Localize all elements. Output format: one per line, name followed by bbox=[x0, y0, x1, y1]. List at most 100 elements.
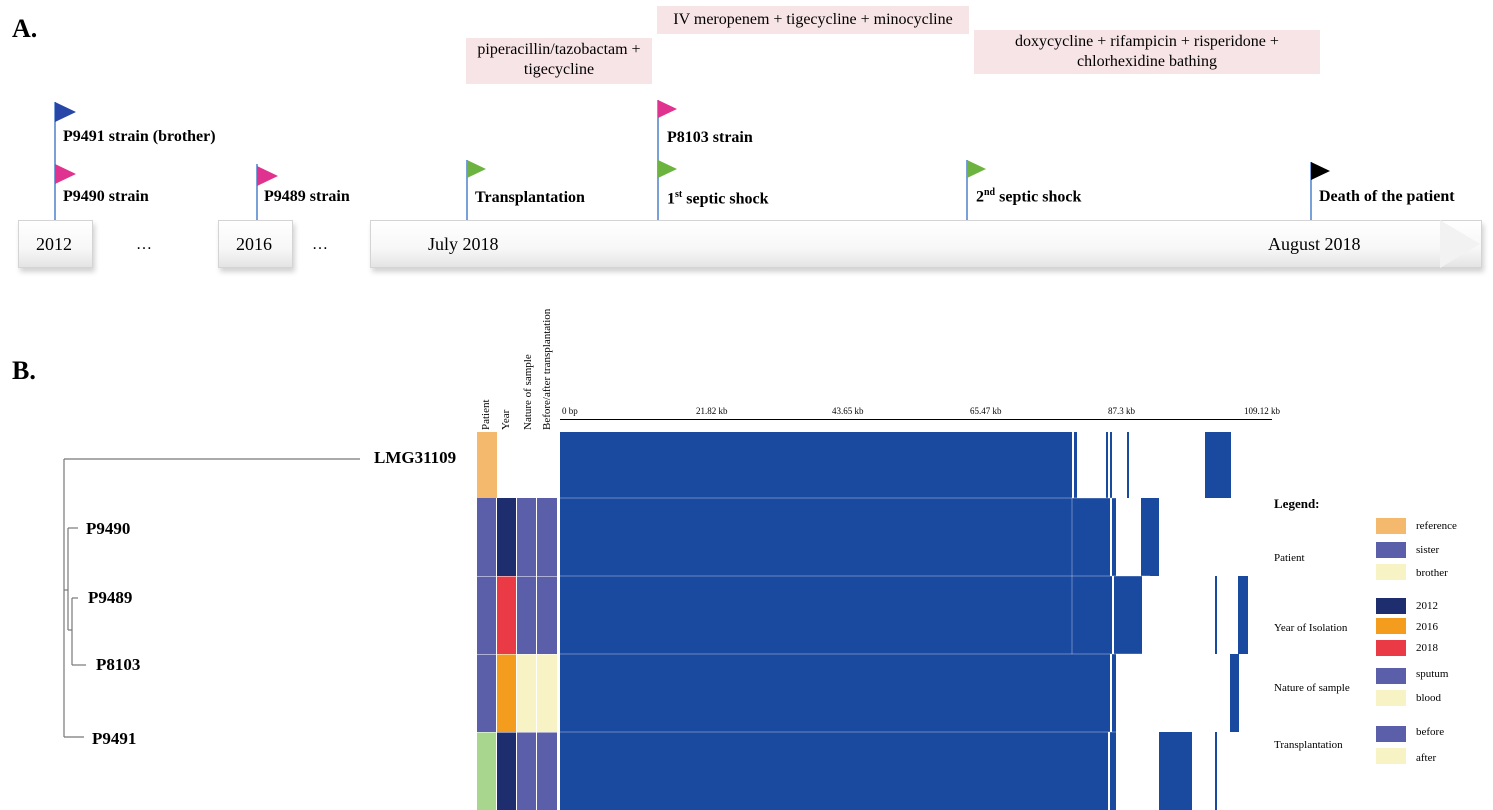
green-flag-icon bbox=[658, 160, 677, 178]
legend-swatch-reference bbox=[1376, 518, 1406, 534]
cell-year-2012 bbox=[497, 732, 517, 810]
magenta-flag-icon bbox=[257, 166, 278, 186]
treatment-piperacillin: piperacillin/tazobactam + tigecycline bbox=[466, 38, 652, 84]
pole-2012 bbox=[54, 102, 56, 224]
black-flag-icon bbox=[1311, 162, 1330, 180]
timeline-august-2018: August 2018 bbox=[1268, 234, 1361, 254]
legend-label-2012: 2012 bbox=[1416, 600, 1438, 612]
event-p9490-strain: P9490 strain bbox=[63, 188, 149, 205]
legend-label-after: after bbox=[1416, 752, 1437, 764]
cell-transplant-after bbox=[537, 654, 557, 732]
cell-patient-reference bbox=[477, 432, 497, 498]
blue-flag-icon bbox=[55, 102, 76, 122]
event-p9489-strain: P9489 strain bbox=[264, 188, 350, 205]
metadata-columns bbox=[477, 432, 560, 810]
cell-patient-sister bbox=[477, 498, 497, 732]
legend-swatch-sputum bbox=[1376, 668, 1406, 684]
panel-b-label: B. bbox=[12, 356, 36, 385]
timeline-ellipsis: … bbox=[312, 236, 329, 253]
event-p8103-strain: P8103 strain bbox=[667, 129, 753, 146]
event-second-septic-shock: 2nd septic shock bbox=[976, 187, 1081, 206]
magenta-flag-icon bbox=[55, 164, 76, 184]
legend-group-nature: Nature of sample bbox=[1274, 682, 1350, 694]
cell-year-2016 bbox=[497, 654, 517, 732]
shock1-number: 1 bbox=[667, 190, 675, 208]
column-header-patient: Patient bbox=[480, 399, 492, 430]
event-death: Death of the patient bbox=[1319, 188, 1455, 205]
event-p9491-strain: P9491 strain (brother) bbox=[63, 128, 216, 145]
legend-label-before: before bbox=[1416, 726, 1445, 738]
legend-label-sputum: sputum bbox=[1416, 668, 1449, 680]
pole-transplant bbox=[466, 160, 468, 222]
row-divider bbox=[477, 732, 557, 733]
legend-swatch-after bbox=[1376, 748, 1406, 764]
cell-patient-brother bbox=[477, 732, 497, 810]
taxon-p9489: P9489 bbox=[88, 588, 133, 607]
legend-swatch-2012 bbox=[1376, 598, 1406, 614]
treatment-iv-meropenem: IV meropenem + tigecycline + minocycline bbox=[657, 6, 969, 34]
timeline-july-2018: July 2018 bbox=[428, 234, 499, 254]
legend-swatch-before bbox=[1376, 726, 1406, 742]
legend: Legend: Patient reference sister brother… bbox=[1270, 494, 1480, 794]
taxon-p9491: P9491 bbox=[92, 729, 137, 748]
shock2-number: 2 bbox=[976, 188, 984, 206]
legend-group-transplantation: Transplantation bbox=[1274, 739, 1343, 751]
pole-death bbox=[1310, 162, 1312, 222]
event-transplantation: Transplantation bbox=[475, 189, 585, 206]
legend-label-2016: 2016 bbox=[1416, 621, 1438, 633]
magenta-flag-icon bbox=[658, 100, 677, 118]
column-header-before-after: Before/after transplantation bbox=[541, 308, 553, 430]
legend-group-year: Year of Isolation bbox=[1274, 622, 1348, 634]
timeline-year-2016: 2016 bbox=[236, 234, 272, 254]
legend-group-patient: Patient bbox=[1274, 552, 1305, 564]
axis-tick-1: 21.82 kb bbox=[696, 406, 728, 416]
legend-label-reference: reference bbox=[1416, 520, 1457, 532]
green-flag-icon bbox=[467, 160, 486, 178]
axis-tick-0: 0 bp bbox=[562, 406, 578, 416]
legend-swatch-brother bbox=[1376, 564, 1406, 580]
axis-tick-4: 87.3 kb bbox=[1108, 406, 1135, 416]
cell-year-2012 bbox=[497, 498, 517, 576]
shock2-text: septic shock bbox=[995, 188, 1082, 206]
row-divider bbox=[477, 654, 557, 655]
legend-swatch-sister bbox=[1376, 542, 1406, 558]
axis-tick-3: 65.47 kb bbox=[970, 406, 1002, 416]
phylogenetic-tree bbox=[63, 458, 360, 738]
taxon-p8103: P8103 bbox=[96, 655, 141, 674]
timeline-year-2012: 2012 bbox=[36, 234, 72, 254]
cell-transplant-before bbox=[537, 732, 557, 810]
green-flag-icon bbox=[967, 160, 986, 178]
timeline-arrow-head bbox=[1440, 220, 1480, 268]
pole-shock2 bbox=[966, 160, 968, 222]
treatment-doxycycline: doxycycline + rifampicin + risperidone +… bbox=[974, 30, 1320, 74]
legend-label-brother: brother bbox=[1416, 567, 1448, 579]
timeline-segment-2012 bbox=[18, 220, 93, 268]
axis-tick-2: 43.65 kb bbox=[832, 406, 864, 416]
pole-2016 bbox=[256, 164, 258, 224]
legend-label-blood: blood bbox=[1416, 692, 1442, 704]
legend-label-2018: 2018 bbox=[1416, 642, 1438, 654]
panel-a-label: A. bbox=[12, 14, 38, 43]
pole-shock1 bbox=[657, 100, 659, 222]
shock1-suffix: st bbox=[675, 189, 683, 200]
legend-label-sister: sister bbox=[1416, 544, 1440, 556]
shock2-suffix: nd bbox=[984, 187, 996, 198]
cell-nature-blood bbox=[517, 654, 537, 732]
taxon-lmg31109: LMG31109 bbox=[374, 448, 457, 467]
coverage-map bbox=[560, 432, 1248, 810]
event-first-septic-shock: 1st septic shock bbox=[667, 189, 768, 208]
row-divider bbox=[477, 576, 557, 577]
legend-swatch-blood bbox=[1376, 690, 1406, 706]
shock1-text: septic shock bbox=[682, 190, 769, 208]
column-header-year: Year bbox=[500, 409, 512, 430]
timeline-segment-2018 bbox=[370, 220, 1482, 268]
taxon-p9490: P9490 bbox=[86, 519, 131, 538]
cell-nature-sputum bbox=[517, 732, 537, 810]
cell-year-2018 bbox=[497, 576, 517, 654]
legend-swatch-2018 bbox=[1376, 640, 1406, 656]
timeline-ellipsis: … bbox=[136, 236, 153, 253]
genome-axis-line bbox=[560, 419, 1272, 420]
timeline-segment-2016 bbox=[218, 220, 293, 268]
legend-swatch-2016 bbox=[1376, 618, 1406, 634]
axis-tick-5: 109.12 kb bbox=[1244, 406, 1280, 416]
